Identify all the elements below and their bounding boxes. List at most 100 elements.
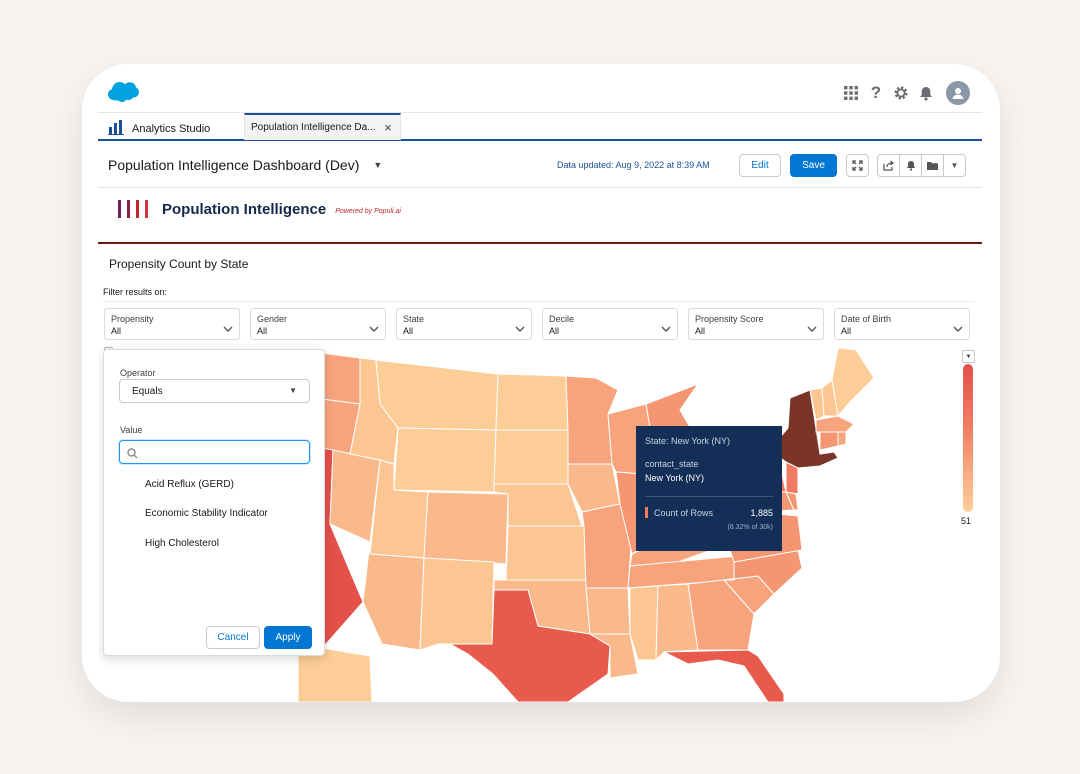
expand-icon[interactable] bbox=[846, 154, 869, 177]
brand-header: Population Intelligence Powered by Popul… bbox=[118, 200, 401, 218]
tooltip-metric-pct: (6.32% of 30k) bbox=[727, 524, 773, 531]
filter-propensity[interactable]: Propensity All bbox=[104, 308, 240, 340]
operator-label: Operator bbox=[120, 368, 156, 378]
save-button[interactable]: Save bbox=[790, 154, 837, 177]
filter-decile[interactable]: Decile All bbox=[542, 308, 678, 340]
edit-button[interactable]: Edit bbox=[739, 154, 781, 177]
search-icon bbox=[127, 446, 138, 464]
value-search-input[interactable] bbox=[119, 440, 310, 464]
tab-bar: Analytics Studio Population Intelligence… bbox=[98, 112, 982, 141]
tooltip-field-name: contact_state bbox=[645, 459, 699, 469]
chevron-down-icon bbox=[515, 319, 525, 337]
tooltip-metric-value: 1,885 bbox=[750, 507, 773, 518]
map-state-ak[interactable] bbox=[297, 643, 373, 702]
map-state-ms[interactable] bbox=[629, 585, 659, 661]
filter-label: Gender bbox=[257, 314, 288, 324]
notifications-bell-icon[interactable] bbox=[918, 85, 934, 101]
analytics-app-icon bbox=[108, 119, 124, 138]
map-state-al[interactable] bbox=[655, 583, 699, 662]
cancel-button[interactable]: Cancel bbox=[206, 626, 260, 649]
app-name-label: Analytics Studio bbox=[132, 122, 211, 135]
dashboard-title[interactable]: Population Intelligence Dashboard (Dev) … bbox=[108, 157, 382, 173]
device-frame: ? Analytics Studio Population Intelligen… bbox=[82, 64, 1000, 702]
map-state-ks[interactable] bbox=[505, 525, 587, 581]
screen: ? Analytics Studio Population Intelligen… bbox=[98, 64, 982, 702]
apply-button[interactable]: Apply bbox=[264, 626, 312, 649]
map-state-mt[interactable] bbox=[375, 359, 499, 431]
map-state-ri[interactable] bbox=[837, 431, 847, 447]
dashboard-header: Population Intelligence Dashboard (Dev) … bbox=[98, 142, 982, 188]
chevron-down-icon bbox=[369, 319, 379, 337]
avatar-icon[interactable] bbox=[946, 81, 970, 105]
map-state-la[interactable] bbox=[588, 633, 639, 679]
map-state-co[interactable] bbox=[423, 491, 509, 565]
legend-toggle-chevron-icon[interactable]: ▼ bbox=[962, 350, 975, 363]
app-launcher-icon[interactable] bbox=[843, 85, 859, 101]
tooltip-state: State: New York (NY) bbox=[645, 436, 731, 446]
map-state-me[interactable] bbox=[831, 347, 875, 418]
brand-divider bbox=[98, 242, 982, 244]
value-label: Value bbox=[120, 425, 143, 435]
filter-value: All bbox=[549, 326, 560, 336]
brand-bar-2 bbox=[127, 200, 130, 218]
map-state-az[interactable] bbox=[362, 541, 425, 651]
filter-date-of-birth[interactable]: Date of Birth All bbox=[834, 308, 970, 340]
filter-gender[interactable]: Gender All bbox=[250, 308, 386, 340]
operator-select[interactable]: Equals ▼ bbox=[119, 379, 310, 403]
brand-powered-by: Powered by Populi.ai bbox=[335, 207, 401, 215]
value-option[interactable]: Economic Stability Indicator bbox=[145, 508, 268, 519]
setup-gear-icon[interactable] bbox=[893, 85, 909, 101]
close-icon[interactable]: × bbox=[384, 120, 392, 135]
tooltip-metric-row: Count of Rows 1,885 bbox=[645, 507, 773, 518]
value-option[interactable]: High Cholesterol bbox=[145, 538, 219, 549]
app-name[interactable]: Analytics Studio bbox=[108, 119, 210, 138]
filter-label: State bbox=[403, 314, 425, 324]
operator-value: Equals bbox=[132, 386, 163, 397]
chevron-down-icon bbox=[223, 319, 233, 337]
chevron-down-icon bbox=[953, 319, 963, 337]
map-state-nm[interactable] bbox=[419, 557, 495, 651]
tab-population-intelligence[interactable]: Population Intelligence Da... × bbox=[244, 113, 401, 140]
map-state-nc[interactable] bbox=[723, 549, 803, 595]
map-state-ct[interactable] bbox=[819, 431, 839, 451]
share-icon[interactable] bbox=[877, 154, 900, 177]
folder-icon[interactable] bbox=[921, 154, 944, 177]
map-state-fl[interactable] bbox=[663, 649, 785, 702]
tooltip-field-value: New York (NY) bbox=[645, 473, 705, 483]
tooltip-swatch bbox=[645, 507, 648, 518]
filter-label: Decile bbox=[549, 314, 575, 324]
map-state-sd[interactable] bbox=[493, 429, 569, 485]
tab-label: Population Intelligence Da... bbox=[251, 122, 376, 133]
filter-value: All bbox=[403, 326, 414, 336]
more-actions-chevron-icon[interactable]: ▼ bbox=[943, 154, 966, 177]
map-state-ar[interactable] bbox=[585, 587, 631, 635]
filter-results-label: Filter results on: bbox=[103, 287, 168, 297]
brand-logo-bars bbox=[118, 200, 148, 218]
value-option[interactable]: Acid Reflux (GERD) bbox=[145, 479, 234, 490]
subscribe-bell-icon[interactable] bbox=[899, 154, 922, 177]
tooltip-metric-label: Count of Rows bbox=[654, 507, 714, 518]
filter-label: Propensity Score bbox=[695, 314, 764, 324]
filter-state[interactable]: State All bbox=[396, 308, 532, 340]
map-state-ma[interactable] bbox=[815, 415, 855, 433]
map-state-ia[interactable] bbox=[567, 463, 621, 513]
filter-divider bbox=[103, 301, 975, 302]
map-state-wy[interactable] bbox=[393, 427, 497, 493]
filter-label: Propensity bbox=[111, 314, 154, 324]
filter-value: All bbox=[111, 326, 122, 336]
map-state-nd[interactable] bbox=[495, 373, 569, 431]
filter-value: All bbox=[841, 326, 852, 336]
widget-title: Propensity Count by State bbox=[109, 257, 249, 271]
map-state-de[interactable] bbox=[785, 491, 799, 511]
map-tooltip: State: New York (NY) contact_state New Y… bbox=[636, 426, 782, 551]
salesforce-cloud-logo[interactable] bbox=[107, 80, 139, 107]
brand-bar-1 bbox=[118, 200, 121, 218]
help-icon[interactable]: ? bbox=[870, 83, 882, 102]
tooltip-divider bbox=[645, 496, 773, 497]
data-updated: Data updated: Aug 9, 2022 at 8:39 AM bbox=[557, 160, 710, 170]
chevron-down-icon[interactable]: ▼ bbox=[373, 160, 383, 170]
filter-propensity-score[interactable]: Propensity Score All bbox=[688, 308, 824, 340]
map-state-ga[interactable] bbox=[687, 579, 755, 651]
chevron-down-icon bbox=[661, 319, 671, 337]
map-state-tx[interactable] bbox=[448, 589, 611, 702]
